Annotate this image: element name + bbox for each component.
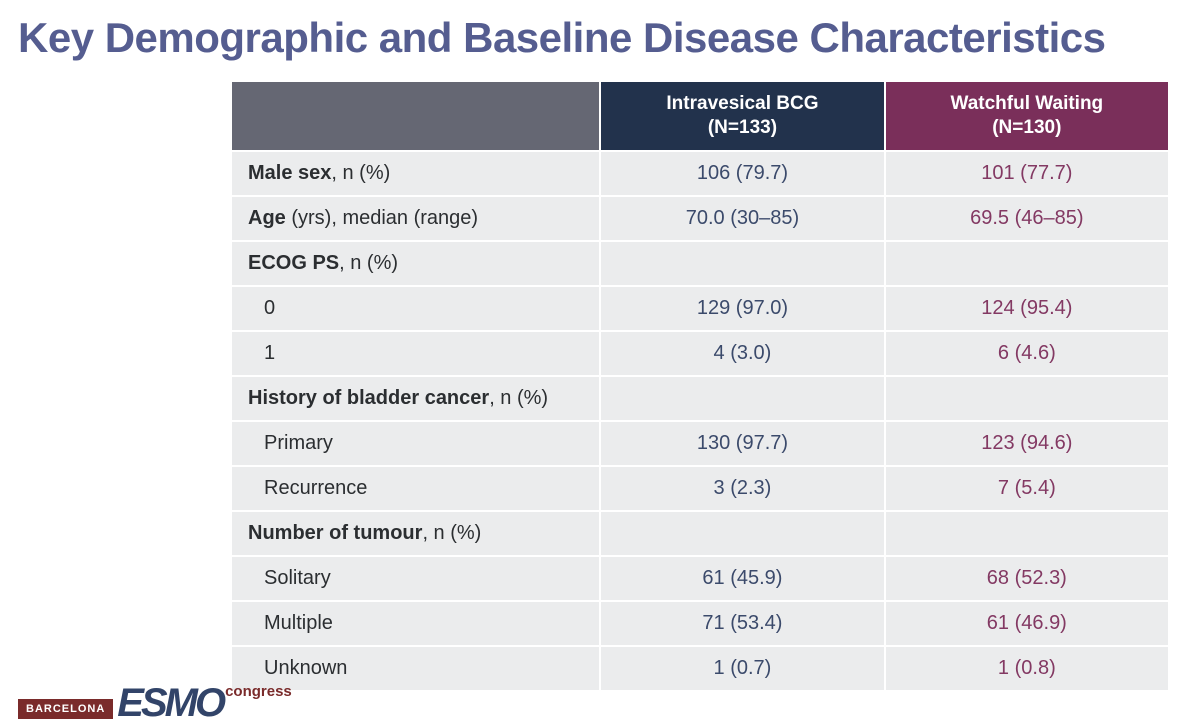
table-row: Age (yrs), median (range)70.0 (30–85)69.…	[231, 196, 1169, 241]
row-value-bcg: 4 (3.0)	[600, 331, 884, 376]
row-value-watchful: 7 (5.4)	[885, 466, 1169, 511]
row-value-watchful: 6 (4.6)	[885, 331, 1169, 376]
table-row: Recurrence3 (2.3)7 (5.4)	[231, 466, 1169, 511]
row-label: Recurrence	[231, 466, 600, 511]
row-value-watchful: 61 (46.9)	[885, 601, 1169, 646]
row-value-bcg	[600, 376, 884, 421]
row-label: Solitary	[231, 556, 600, 601]
row-value-watchful: 1 (0.8)	[885, 646, 1169, 691]
table-row: 14 (3.0)6 (4.6)	[231, 331, 1169, 376]
row-label: 0	[231, 286, 600, 331]
row-label: Primary	[231, 421, 600, 466]
logo-tag: congress	[225, 683, 292, 700]
row-value-watchful: 123 (94.6)	[885, 421, 1169, 466]
row-value-watchful: 69.5 (46–85)	[885, 196, 1169, 241]
row-label: Number of tumour, n (%)	[231, 511, 600, 556]
table-row: Solitary61 (45.9)68 (52.3)	[231, 556, 1169, 601]
row-value-watchful	[885, 241, 1169, 286]
table-row: Multiple71 (53.4)61 (46.9)	[231, 601, 1169, 646]
row-value-bcg: 61 (45.9)	[600, 556, 884, 601]
row-value-bcg: 71 (53.4)	[600, 601, 884, 646]
table-row: 0129 (97.0)124 (95.4)	[231, 286, 1169, 331]
row-value-bcg: 1 (0.7)	[600, 646, 884, 691]
logo-org: ESMO	[117, 687, 223, 719]
table-row: Number of tumour, n (%)	[231, 511, 1169, 556]
header-watchful-waiting: Watchful Waiting (N=130)	[885, 81, 1169, 151]
row-value-watchful: 124 (95.4)	[885, 286, 1169, 331]
row-label: Male sex, n (%)	[231, 151, 600, 196]
row-value-bcg	[600, 511, 884, 556]
table-row: Unknown1 (0.7)1 (0.8)	[231, 646, 1169, 691]
demographics-table: Intravesical BCG (N=133) Watchful Waitin…	[230, 80, 1170, 692]
esmo-logo: BARCELONA ESMO congress	[18, 687, 292, 719]
table-row: Primary130 (97.7)123 (94.6)	[231, 421, 1169, 466]
row-value-watchful: 101 (77.7)	[885, 151, 1169, 196]
row-value-bcg: 70.0 (30–85)	[600, 196, 884, 241]
row-value-watchful: 68 (52.3)	[885, 556, 1169, 601]
header-blank	[231, 81, 600, 151]
row-value-bcg: 129 (97.0)	[600, 286, 884, 331]
table-row: ECOG PS, n (%)	[231, 241, 1169, 286]
logo-city: BARCELONA	[18, 699, 113, 719]
table-row: History of bladder cancer, n (%)	[231, 376, 1169, 421]
table-row: Male sex, n (%)106 (79.7)101 (77.7)	[231, 151, 1169, 196]
row-value-bcg	[600, 241, 884, 286]
row-label: Age (yrs), median (range)	[231, 196, 600, 241]
row-value-watchful	[885, 511, 1169, 556]
row-value-bcg: 106 (79.7)	[600, 151, 884, 196]
row-label: ECOG PS, n (%)	[231, 241, 600, 286]
row-label: 1	[231, 331, 600, 376]
row-value-watchful	[885, 376, 1169, 421]
row-label: Multiple	[231, 601, 600, 646]
table-body: Male sex, n (%)106 (79.7)101 (77.7)Age (…	[231, 151, 1169, 691]
slide-title: Key Demographic and Baseline Disease Cha…	[0, 0, 1200, 80]
demographics-table-container: Intravesical BCG (N=133) Watchful Waitin…	[230, 80, 1170, 692]
header-intravesical-bcg: Intravesical BCG (N=133)	[600, 81, 884, 151]
row-value-bcg: 3 (2.3)	[600, 466, 884, 511]
row-value-bcg: 130 (97.7)	[600, 421, 884, 466]
row-label: History of bladder cancer, n (%)	[231, 376, 600, 421]
